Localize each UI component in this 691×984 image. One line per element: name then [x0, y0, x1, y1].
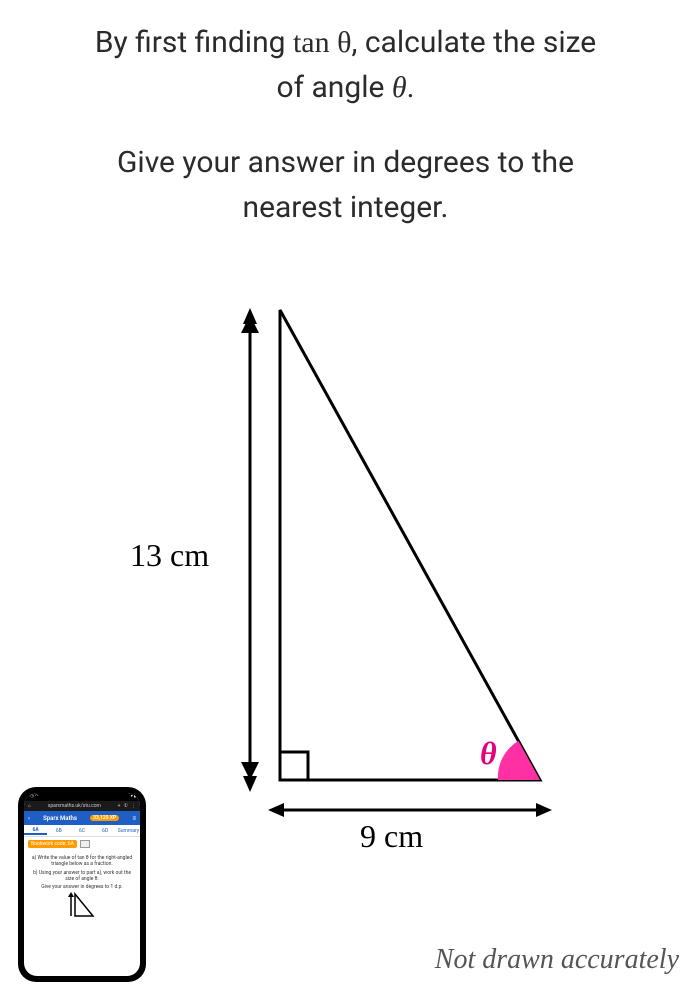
q-math1: tan θ	[293, 26, 352, 59]
tab-6b[interactable]: 6B	[47, 828, 70, 834]
not-drawn-note: Not drawn accurately	[435, 944, 679, 976]
phone-thumbnail[interactable]: • ◷ ◠ ▾ ▮ ⌂ sparxmaths.uk/stu.com + ① ⋮ …	[18, 787, 146, 982]
phone-p2: b) Using your answer to part a), work ou…	[28, 870, 136, 883]
horizontal-side-label: 9 cm	[360, 818, 423, 855]
phone-tabs: 6A 6B 6C 6D Summary	[24, 825, 140, 837]
q-line1a: By first finding	[95, 25, 293, 60]
phone-screen: • ◷ ◠ ▾ ▮ ⌂ sparxmaths.uk/stu.com + ① ⋮ …	[24, 793, 140, 976]
triangle-diagram	[240, 300, 560, 860]
phone-status-bar: • ◷ ◠ ▾ ▮	[24, 793, 140, 801]
url-text: sparxmaths.uk/stu.com	[34, 803, 115, 809]
q-line1b: , calculate the size	[351, 25, 596, 60]
inst-line2: nearest integer.	[243, 190, 449, 225]
phone-p3: Give your answer in degrees to 1 d.p.	[28, 884, 136, 890]
tab-summary[interactable]: Summary	[117, 828, 140, 834]
tab-6c[interactable]: 6C	[70, 828, 93, 834]
bookwork-badge: Bookwork code: 6A	[28, 840, 77, 848]
back-icon[interactable]: ‹	[28, 815, 30, 822]
q-math2: θ	[392, 71, 407, 104]
angle-theta-label: θ	[480, 735, 497, 772]
bookwork-row: Bookwork code: 6A	[28, 840, 136, 848]
app-title: Sparx Maths	[43, 815, 77, 822]
phone-question-body: a) Write the value of tan θ for the righ…	[24, 851, 140, 976]
tab-6a[interactable]: 6A	[24, 827, 47, 835]
tab-6d[interactable]: 6D	[94, 828, 117, 834]
question-text: By first finding tan θ, calculate the si…	[0, 0, 691, 110]
inst-line1: Give your answer in degrees to the	[117, 145, 574, 180]
xp-badge: 33,125 XP	[90, 815, 119, 821]
vertical-side-label: 13 cm	[130, 537, 209, 574]
hamburger-icon[interactable]: ≡	[132, 815, 136, 822]
menu-dots-icon: ⋮	[131, 803, 136, 809]
calculator-icon	[80, 840, 90, 848]
instruction-text: Give your answer in degrees to the neare…	[0, 140, 691, 230]
status-right: ▾ ▮	[131, 793, 136, 801]
phone-mini-triangle	[67, 892, 97, 920]
q-line2a: of angle	[276, 70, 391, 105]
phone-p1: a) Write the value of tan θ for the righ…	[28, 855, 136, 868]
plus-icon: +	[118, 803, 121, 809]
status-left: • ◷ ◠	[28, 793, 38, 801]
phone-app-header: ‹ Sparx Maths 33,125 XP ≡	[24, 811, 140, 825]
tabs-count-icon: ①	[124, 803, 128, 809]
phone-url-bar: ⌂ sparxmaths.uk/stu.com + ① ⋮	[24, 801, 140, 811]
home-icon: ⌂	[28, 803, 31, 809]
q-line2b: .	[407, 70, 415, 105]
